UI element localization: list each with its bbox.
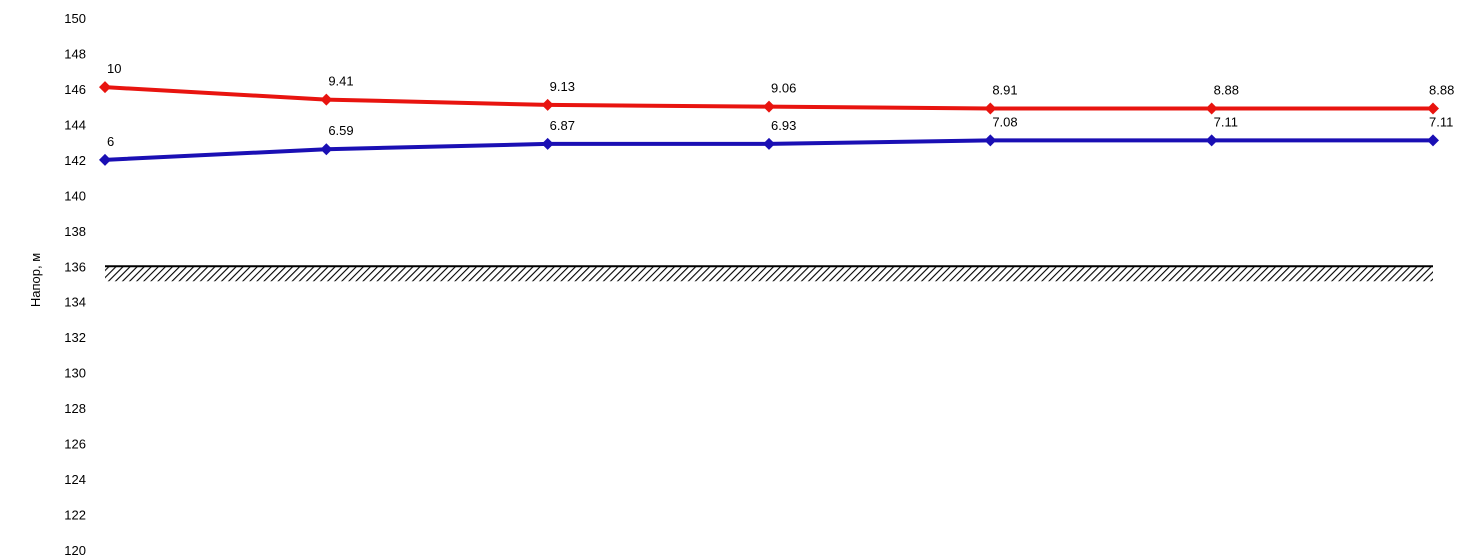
- y-tick-label: 136: [64, 259, 86, 274]
- data-label: 7.11: [1214, 114, 1238, 129]
- data-point: [1205, 134, 1218, 147]
- y-tick-label: 124: [64, 472, 86, 487]
- data-point: [1427, 134, 1439, 147]
- y-tick-label: 144: [64, 117, 86, 132]
- data-point: [320, 143, 333, 156]
- data-point: [541, 98, 554, 111]
- data-label: 9.13: [550, 79, 575, 94]
- data-label: 6.87: [550, 118, 575, 133]
- y-tick-label: 120: [64, 543, 86, 558]
- y-axis-title: Напор, м: [28, 253, 43, 307]
- data-point: [541, 137, 554, 150]
- y-tick-label: 132: [64, 330, 86, 345]
- data-label: 8.88: [1214, 82, 1239, 97]
- y-tick-label: 122: [64, 508, 86, 523]
- data-point: [1205, 102, 1218, 115]
- y-tick-label: 140: [64, 188, 86, 203]
- y-tick-label: 134: [64, 295, 86, 310]
- y-tick-label: 148: [64, 46, 86, 61]
- y-tick-label: 126: [64, 437, 86, 452]
- data-label: 8.88: [1429, 82, 1454, 97]
- y-tick-label: 138: [64, 224, 86, 239]
- data-label: 7.08: [992, 114, 1017, 129]
- data-label: 6.93: [771, 118, 796, 133]
- data-point: [984, 134, 997, 147]
- y-tick-label: 130: [64, 366, 86, 381]
- ground-level: [105, 265, 1433, 282]
- data-point: [984, 102, 997, 115]
- y-tick-label: 142: [64, 153, 86, 168]
- data-label: 6.59: [328, 123, 353, 138]
- data-label: 9.06: [771, 81, 796, 96]
- data-point: [763, 137, 775, 150]
- data-label: 8.91: [992, 82, 1017, 97]
- data-labels: 10 9.41 9.13 9.06 8.91 8.88 8.88 6 6.59 6.87 6.93 7…: [107, 61, 1454, 149]
- y-tick-label: 150: [64, 11, 86, 26]
- data-label: 6: [107, 134, 114, 149]
- y-tick-label: 146: [64, 82, 86, 97]
- data-label: 7.11: [1429, 114, 1453, 129]
- series-group: [99, 81, 1439, 166]
- data-point: [99, 153, 111, 166]
- data-point: [1427, 102, 1439, 115]
- data-point: [763, 100, 775, 113]
- data-point: [320, 93, 333, 106]
- data-label: 9.41: [328, 74, 353, 89]
- ground-hatch: [105, 266, 1433, 282]
- data-label: 10: [107, 61, 121, 76]
- y-tick-label: 128: [64, 401, 86, 416]
- data-point: [99, 81, 111, 94]
- y-axis: 150 148 146 144 142 140 138 136 134 132 130 128 126 1…: [64, 11, 86, 558]
